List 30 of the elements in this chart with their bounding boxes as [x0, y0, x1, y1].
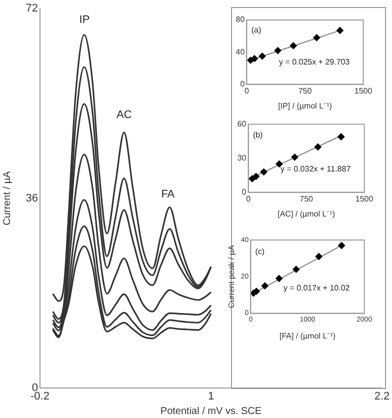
annotation: AC — [116, 108, 132, 121]
annotation: y = 0.025x + 29.703 — [278, 58, 350, 67]
x-axis-title: Potential / mV vs. SCE — [160, 406, 262, 417]
x-tick-label: 750 — [298, 86, 312, 96]
y-tick-label: 0 — [240, 80, 246, 89]
annotation: (c) — [255, 246, 265, 256]
x-tick-label: 1500 — [354, 86, 373, 96]
annotation: y = 0.032x + 11.887 — [280, 164, 352, 174]
annotation: (b) — [252, 130, 264, 140]
x-axis-title: [IP] / (µmol L⁻¹) — [278, 101, 332, 110]
y-tick-label: 72 — [26, 2, 38, 15]
y-tick-label: 0 — [242, 188, 247, 197]
y-tick-label: 80 — [236, 15, 246, 24]
y-tick-label: 36 — [26, 192, 38, 204]
y-tick-label: 30 — [237, 154, 247, 163]
annotation: IP — [79, 14, 90, 26]
annotation: FA — [161, 188, 176, 201]
x-axis-title: [FA] / (µmol L⁻¹) — [279, 331, 336, 340]
x-axis-title: [AC] / (µmol L⁻¹) — [278, 209, 336, 218]
y-axis-title: Current peak / µA — [227, 244, 236, 308]
y-axis-title: Current / µA — [2, 170, 13, 226]
y-tick-label: 40 — [236, 47, 246, 56]
annotation: y = 0.017x + 10.02 — [283, 284, 350, 293]
x-tick-label: 1500 — [355, 194, 374, 204]
x-tick-label: 750 — [300, 194, 314, 204]
x-tick-label: 2.2 — [374, 390, 390, 403]
y-tick-label: 60 — [237, 120, 247, 129]
x-tick-label: 1 — [208, 390, 214, 403]
annotation: (a) — [251, 25, 262, 34]
x-tick-label: -0.2 — [30, 390, 50, 403]
